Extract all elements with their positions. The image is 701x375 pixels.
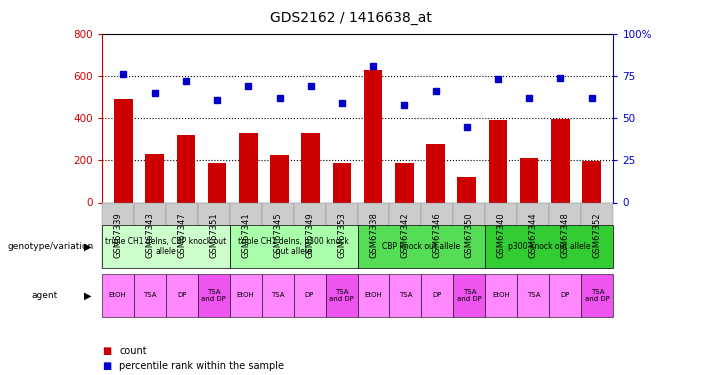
Text: GSM67352: GSM67352: [593, 213, 602, 258]
Text: triple CH1 delns, CBP knock out
allele: triple CH1 delns, CBP knock out allele: [105, 237, 226, 256]
Text: GSM67344: GSM67344: [529, 213, 538, 258]
Text: agent: agent: [32, 291, 57, 300]
Text: GSM67353: GSM67353: [337, 212, 346, 258]
Text: GSM67347: GSM67347: [177, 212, 186, 258]
Text: DP: DP: [561, 292, 570, 298]
Text: TSA
and DP: TSA and DP: [457, 289, 482, 302]
Bar: [207, 164, 226, 202]
Text: EtOH: EtOH: [493, 292, 510, 298]
Text: EtOH: EtOH: [237, 292, 254, 298]
Text: ▶: ▶: [84, 290, 91, 300]
Text: EtOH: EtOH: [109, 292, 126, 298]
Text: DP: DP: [177, 292, 186, 298]
Text: GSM67346: GSM67346: [433, 212, 442, 258]
Text: GSM67338: GSM67338: [369, 212, 378, 258]
Bar: [270, 155, 289, 203]
Text: GSM67348: GSM67348: [561, 212, 570, 258]
Text: EtOH: EtOH: [365, 292, 382, 298]
Text: p300 knock out allele: p300 knock out allele: [508, 242, 591, 251]
Text: DP: DP: [305, 292, 314, 298]
Text: genotype/variation: genotype/variation: [7, 242, 93, 251]
Bar: [395, 164, 414, 202]
Text: GDS2162 / 1416638_at: GDS2162 / 1416638_at: [270, 11, 431, 25]
Bar: [489, 120, 508, 202]
Bar: [426, 144, 445, 202]
Text: GSM67342: GSM67342: [401, 213, 410, 258]
Text: DP: DP: [433, 292, 442, 298]
Bar: [239, 133, 258, 202]
Text: TSA
and DP: TSA and DP: [585, 289, 610, 302]
Bar: [457, 177, 476, 203]
Text: TSA: TSA: [399, 292, 412, 298]
Bar: [551, 119, 570, 202]
Text: GSM67343: GSM67343: [145, 212, 154, 258]
Text: TSA: TSA: [271, 292, 285, 298]
Bar: [332, 164, 351, 202]
Text: percentile rank within the sample: percentile rank within the sample: [119, 361, 284, 370]
Bar: [582, 161, 601, 202]
Text: TSA
and DP: TSA and DP: [201, 289, 226, 302]
Text: ▶: ▶: [84, 242, 91, 252]
Bar: [177, 135, 196, 202]
Text: CBP knock out allele: CBP knock out allele: [383, 242, 461, 251]
Bar: [519, 158, 538, 203]
Text: TSA: TSA: [526, 292, 540, 298]
Text: TSA: TSA: [143, 292, 156, 298]
Text: GSM67341: GSM67341: [241, 213, 250, 258]
Text: ■: ■: [102, 346, 111, 355]
Text: GSM67340: GSM67340: [497, 213, 506, 258]
Text: GSM67350: GSM67350: [465, 213, 474, 258]
Bar: [145, 154, 164, 203]
Text: GSM67351: GSM67351: [209, 213, 218, 258]
Bar: [364, 70, 383, 202]
Text: count: count: [119, 346, 147, 355]
Text: TSA
and DP: TSA and DP: [329, 289, 354, 302]
Bar: [114, 99, 133, 202]
Bar: [301, 133, 320, 202]
Text: triple CH1 delns, p300 knock
out allele: triple CH1 delns, p300 knock out allele: [238, 237, 349, 256]
Text: GSM67339: GSM67339: [113, 212, 122, 258]
Text: GSM67349: GSM67349: [305, 213, 314, 258]
Text: ■: ■: [102, 361, 111, 370]
Text: GSM67345: GSM67345: [273, 213, 282, 258]
